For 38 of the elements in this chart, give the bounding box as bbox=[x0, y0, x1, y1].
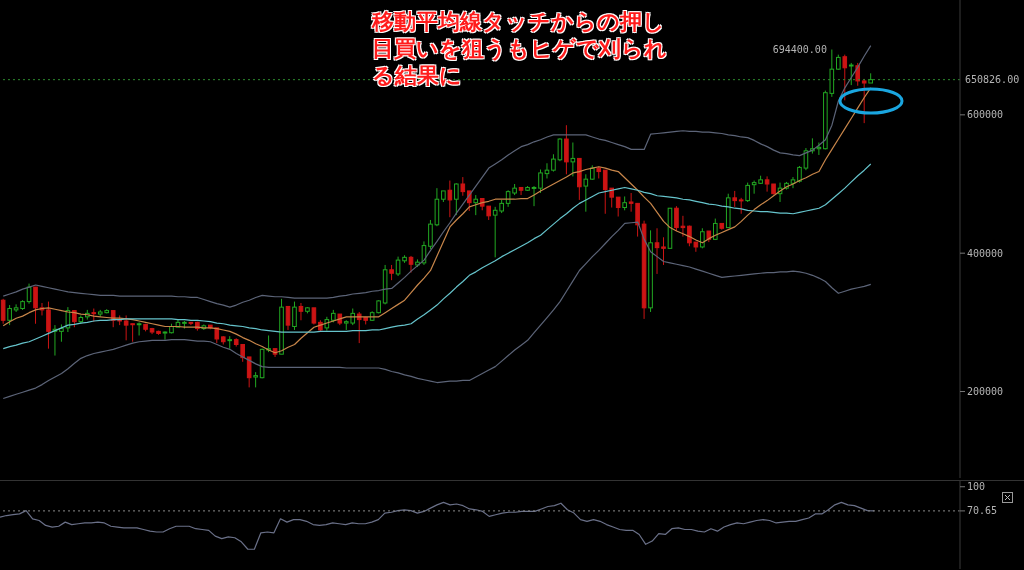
candlestick bbox=[0, 298, 6, 325]
candlestick bbox=[454, 182, 459, 216]
candlestick bbox=[848, 62, 854, 86]
candlestick bbox=[861, 78, 867, 124]
candlestick bbox=[842, 54, 848, 101]
candlestick bbox=[816, 142, 822, 156]
candlestick bbox=[7, 304, 12, 326]
candlestick bbox=[661, 236, 666, 266]
text: 移動平均線タッチからの押し目買いを狙うもヒゲで刈られる結果に bbox=[372, 8, 668, 89]
candlestick bbox=[615, 196, 621, 218]
candlestick bbox=[473, 194, 479, 216]
candlestick bbox=[570, 142, 576, 177]
candlestick bbox=[745, 182, 750, 203]
candlestick bbox=[162, 330, 168, 341]
candlestick bbox=[518, 186, 524, 196]
y-tick-label: 200000 bbox=[967, 386, 1004, 398]
candlestick bbox=[298, 302, 304, 321]
candlestick bbox=[227, 335, 233, 350]
candlestick bbox=[246, 356, 252, 388]
candlestick bbox=[460, 176, 466, 197]
annotation: 694400.00 bbox=[772, 44, 827, 56]
candlestick bbox=[46, 301, 51, 350]
y-tick-label: 100 bbox=[967, 481, 986, 493]
line-series bbox=[2, 163, 872, 350]
y-tick-label: 400000 bbox=[967, 247, 1004, 259]
candlestick bbox=[583, 173, 589, 213]
candlestick bbox=[33, 286, 38, 325]
candlestick bbox=[136, 321, 142, 336]
ref-line-label: 650826.00 bbox=[965, 74, 1020, 86]
candlestick bbox=[531, 185, 537, 207]
y-tick-label: 600000 bbox=[967, 109, 1004, 121]
candlestick bbox=[564, 124, 569, 175]
y-tick-label: 70.65 bbox=[967, 505, 998, 517]
candlestick bbox=[447, 180, 453, 218]
candlestick bbox=[538, 168, 543, 194]
candlestick bbox=[292, 301, 297, 331]
line-series bbox=[0, 501, 875, 550]
candlestick bbox=[654, 227, 660, 275]
